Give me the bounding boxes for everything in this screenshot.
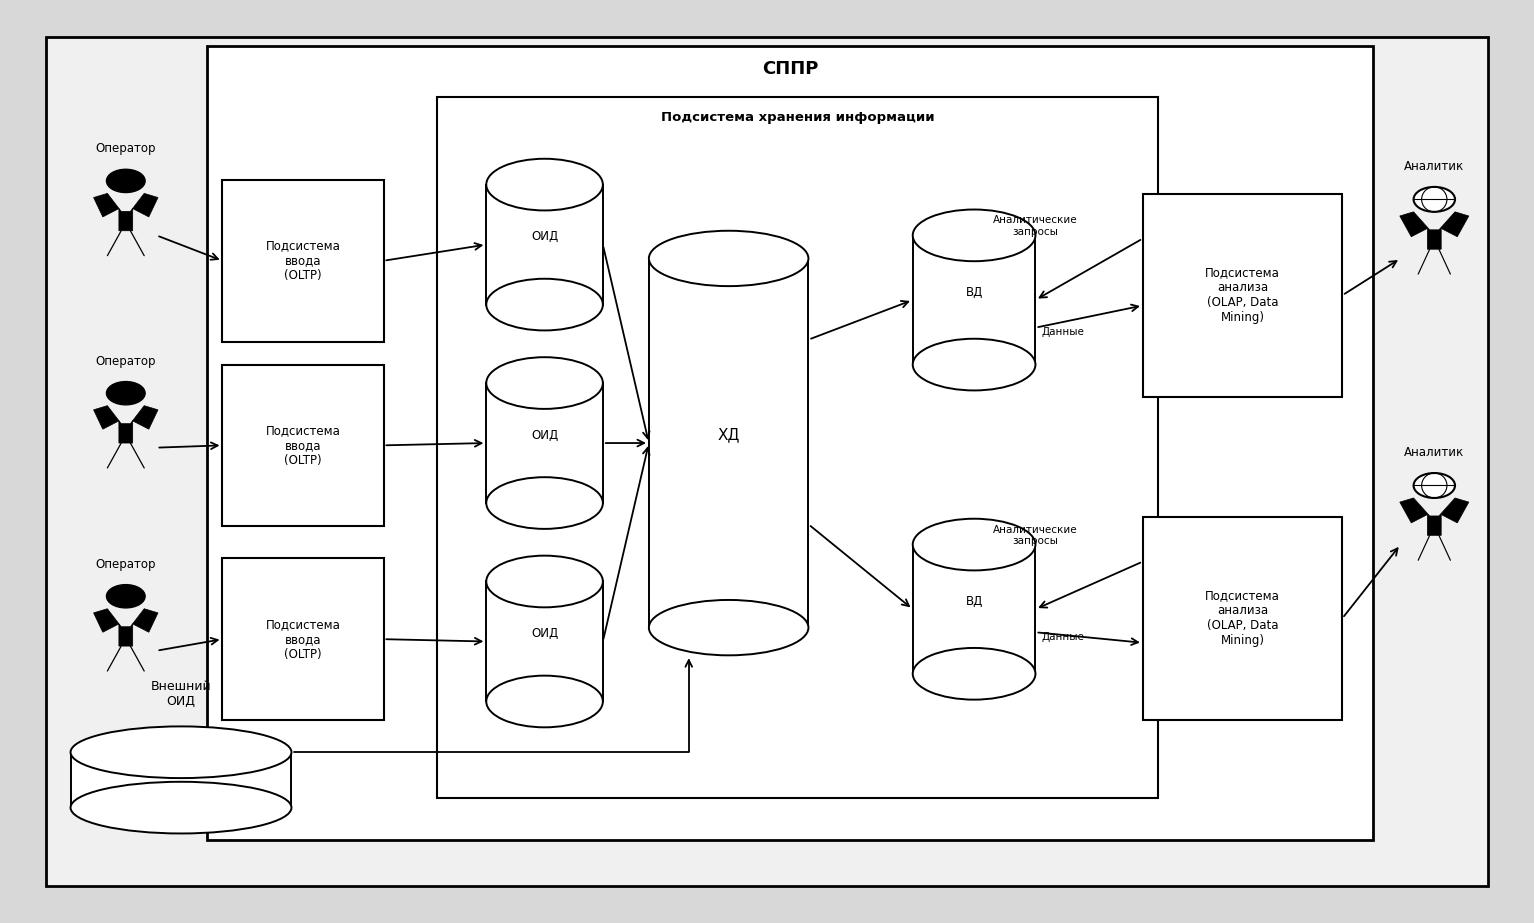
FancyBboxPatch shape xyxy=(1143,194,1342,397)
Polygon shape xyxy=(94,609,158,646)
Ellipse shape xyxy=(649,231,808,286)
Bar xyxy=(486,185,603,305)
Ellipse shape xyxy=(913,210,1035,261)
Text: Подсистема
ввода
(OLTP): Подсистема ввода (OLTP) xyxy=(265,424,341,467)
Text: Подсистема
анализа
(OLAP, Data
Mining): Подсистема анализа (OLAP, Data Mining) xyxy=(1206,267,1279,324)
Ellipse shape xyxy=(486,159,603,210)
Text: Данные: Данные xyxy=(1042,632,1085,641)
Ellipse shape xyxy=(649,600,808,655)
Circle shape xyxy=(106,584,146,608)
Polygon shape xyxy=(1399,212,1470,249)
Ellipse shape xyxy=(71,782,291,833)
FancyBboxPatch shape xyxy=(222,558,384,720)
Ellipse shape xyxy=(486,357,603,409)
Bar xyxy=(649,258,808,628)
Text: Данные: Данные xyxy=(1042,328,1085,337)
FancyBboxPatch shape xyxy=(222,180,384,342)
Polygon shape xyxy=(1399,498,1470,535)
Circle shape xyxy=(1414,473,1456,498)
Ellipse shape xyxy=(486,279,603,330)
FancyBboxPatch shape xyxy=(207,46,1373,840)
Text: Аналитик: Аналитик xyxy=(1404,446,1465,460)
Ellipse shape xyxy=(71,726,291,778)
Text: Внешний
ОИД: Внешний ОИД xyxy=(150,680,212,708)
FancyBboxPatch shape xyxy=(46,37,1488,886)
Circle shape xyxy=(106,169,146,193)
Text: Оператор: Оператор xyxy=(95,142,156,155)
Text: СППР: СППР xyxy=(762,60,818,78)
Ellipse shape xyxy=(913,339,1035,390)
Bar xyxy=(913,545,1035,674)
Polygon shape xyxy=(94,406,158,443)
FancyBboxPatch shape xyxy=(222,365,384,526)
Text: Оператор: Оператор xyxy=(95,354,156,367)
Ellipse shape xyxy=(913,648,1035,700)
FancyBboxPatch shape xyxy=(437,97,1158,798)
Ellipse shape xyxy=(486,477,603,529)
Text: Подсистема
анализа
(OLAP, Data
Mining): Подсистема анализа (OLAP, Data Mining) xyxy=(1206,590,1279,647)
Text: Аналитик: Аналитик xyxy=(1404,160,1465,174)
Text: ХД: ХД xyxy=(718,427,739,442)
Text: Оператор: Оператор xyxy=(95,557,156,570)
Text: ВД: ВД xyxy=(965,286,983,299)
Ellipse shape xyxy=(913,519,1035,570)
Bar xyxy=(913,235,1035,365)
Bar xyxy=(71,752,291,808)
Circle shape xyxy=(1414,186,1456,212)
FancyBboxPatch shape xyxy=(1143,517,1342,720)
Ellipse shape xyxy=(486,556,603,607)
Bar xyxy=(486,383,603,503)
Text: ОИД: ОИД xyxy=(531,231,558,244)
Circle shape xyxy=(106,381,146,405)
Text: Подсистема хранения информации: Подсистема хранения информации xyxy=(661,111,934,124)
Text: Подсистема
ввода
(OLTP): Подсистема ввода (OLTP) xyxy=(265,617,341,661)
Bar xyxy=(486,581,603,701)
Text: ОИД: ОИД xyxy=(531,628,558,641)
Polygon shape xyxy=(94,194,158,231)
Text: Аналитические
запросы: Аналитические запросы xyxy=(992,524,1078,546)
Text: ВД: ВД xyxy=(965,595,983,608)
Text: Подсистема
ввода
(OLTP): Подсистема ввода (OLTP) xyxy=(265,239,341,282)
Text: ОИД: ОИД xyxy=(531,429,558,442)
Text: Аналитические
запросы: Аналитические запросы xyxy=(992,215,1078,237)
Ellipse shape xyxy=(486,676,603,727)
